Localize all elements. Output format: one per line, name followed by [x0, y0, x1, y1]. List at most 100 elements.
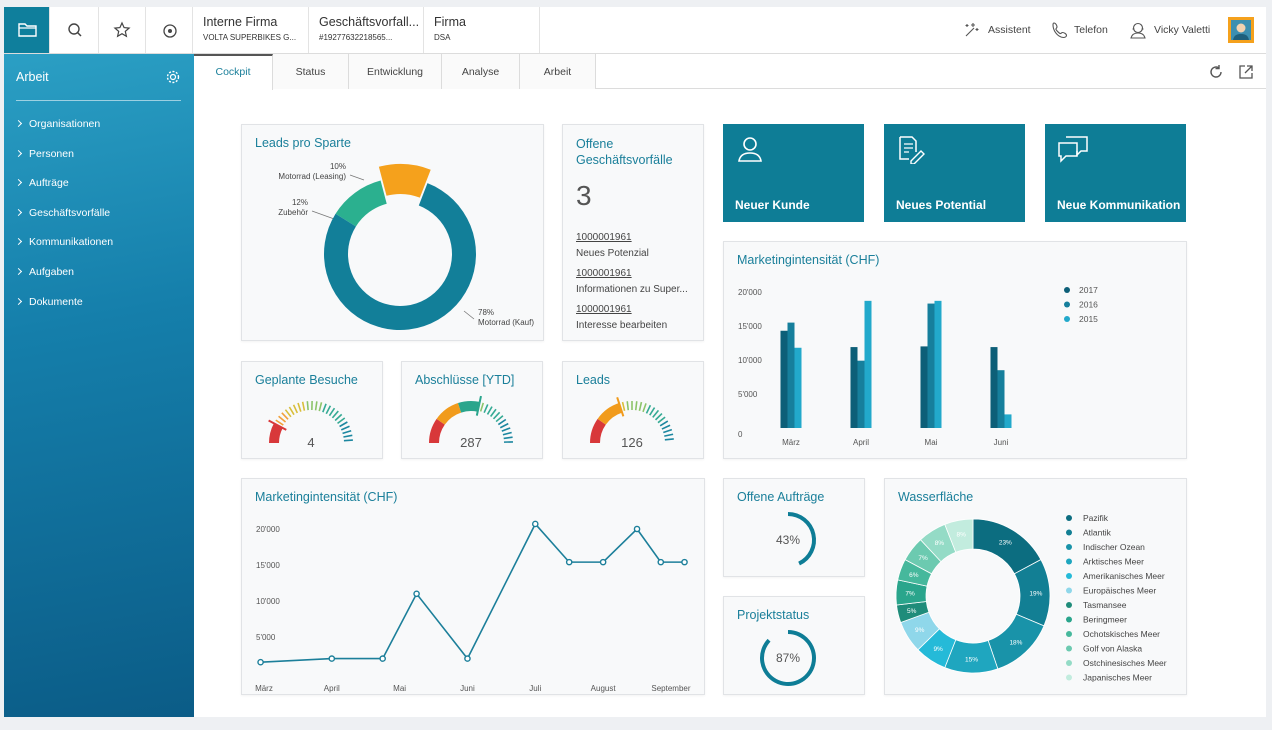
segment-value: 9% — [933, 646, 943, 653]
avatar-image — [1231, 20, 1251, 40]
action-tile[interactable]: Neue Kommunikation — [1045, 124, 1186, 222]
gauge-needle — [268, 419, 287, 431]
gauge-tick — [325, 405, 332, 415]
person-icon — [738, 137, 762, 162]
chevron — [14, 149, 23, 157]
progress-ring: 43% — [776, 512, 816, 566]
sidebar-item[interactable]: Dokumente — [14, 295, 83, 308]
tab[interactable]: Status — [273, 54, 349, 89]
app: Interne Firma VOLTA SUPERBIKES G... Geschä… — [4, 7, 1266, 717]
bar — [990, 347, 998, 428]
donut-segment — [335, 180, 387, 227]
gauge-tick — [483, 404, 489, 414]
point — [599, 558, 607, 566]
donut-segment — [944, 518, 974, 553]
bar — [794, 347, 802, 428]
card-title: Leads — [576, 373, 611, 387]
gauge-tick — [502, 431, 512, 436]
gauge-band — [429, 418, 445, 444]
x-tick-label: April — [853, 438, 869, 447]
refresh-icon[interactable] — [1206, 62, 1226, 82]
case-id[interactable]: 1000001961 — [576, 304, 632, 315]
gauge-tick — [663, 428, 673, 434]
legend-label: 2016 — [1079, 300, 1098, 310]
tab[interactable]: Cockpit — [194, 54, 273, 90]
gauge-tick — [318, 402, 323, 412]
gauge: 126 — [590, 397, 674, 450]
sidebar-item[interactable]: Kommunikationen — [14, 236, 113, 248]
gauge-tick — [634, 401, 638, 411]
gauge-tick — [654, 412, 663, 421]
legend-swatch — [1066, 645, 1072, 652]
action-label: Neues Potential — [896, 198, 987, 212]
segment-value: 10% — [330, 162, 346, 171]
document-icon — [899, 136, 925, 164]
legend-label: 2017 — [1079, 285, 1098, 295]
y-tick-label: 5'000 — [256, 633, 276, 642]
case-id[interactable]: 1000001961 — [576, 232, 632, 243]
sidebar-item[interactable]: Organisationen — [14, 118, 101, 130]
segment-value: 5% — [907, 608, 917, 615]
sidebar-item[interactable]: Geschäftsvorfälle — [14, 207, 110, 219]
sidebar-item-label: Dokumente — [29, 295, 83, 308]
target-icon — [163, 24, 177, 38]
case-label: Interesse bearbeiten — [576, 320, 668, 331]
user-action[interactable]: Vicky Valetti — [1154, 24, 1211, 36]
gauge-tick — [342, 429, 352, 435]
legend-label: Pazifik — [1083, 513, 1109, 523]
legend-swatch — [1066, 602, 1072, 608]
legend-swatch — [1066, 631, 1072, 637]
bar-chart-card: 0 5'000 10'000 15'000 20'000 März April Mai Juni… — [723, 241, 1187, 459]
legend-swatch — [1066, 616, 1072, 623]
sidebar-item[interactable]: Aufgaben — [14, 266, 74, 278]
gauge-tick — [288, 406, 295, 416]
legend-swatch — [1064, 301, 1070, 308]
gauge-tick — [334, 413, 343, 422]
y-tick-label: 20'000 — [256, 525, 280, 534]
assistant-action[interactable]: Assistent — [988, 24, 1031, 36]
line-chart: 5'000 10'000 15'000 20'000 März April Mai Juni J… — [255, 520, 691, 693]
y-tick-label: 10'000 — [256, 597, 280, 606]
card-title: Leads pro Sparte — [255, 136, 351, 150]
open-cases-card: Offene Geschäftsvorfälle 3 1000001961 Neu… — [562, 124, 704, 341]
sidebar-item[interactable]: Aufträge — [14, 177, 69, 189]
tab[interactable]: Entwicklung — [349, 54, 442, 89]
tab[interactable]: Analyse — [442, 54, 520, 89]
phone-action[interactable]: Telefon — [1074, 24, 1108, 36]
case-id[interactable]: 1000001961 — [576, 268, 632, 279]
point — [531, 520, 539, 528]
leader-line — [463, 310, 475, 320]
action-tile[interactable]: Neues Potential — [884, 124, 1025, 222]
search-button[interactable] — [50, 7, 99, 53]
settings-icon[interactable] — [165, 69, 181, 85]
gauge-band — [436, 403, 462, 425]
avatar[interactable] — [1228, 17, 1254, 43]
action-tile[interactable]: Neuer Kunde — [723, 124, 864, 222]
bar — [927, 303, 935, 428]
donut-card: 23% Pazifik 19% Atlantik 18% Indischer Ozean 1… — [884, 478, 1187, 695]
toolbar-tab[interactable]: Geschäftsvorfall... #19277632218565... — [309, 7, 424, 53]
export-icon[interactable] — [1236, 62, 1256, 82]
folder-button[interactable] — [4, 7, 50, 53]
case-label: Informationen zu Super... — [576, 284, 688, 295]
gauge-tick — [497, 418, 507, 426]
legend-label: Tasmansee — [1083, 600, 1127, 610]
target-button[interactable] — [146, 7, 193, 53]
x-tick-label: Juni — [994, 438, 1009, 447]
sidebar-item-label: Organisationen — [29, 118, 101, 130]
tab[interactable]: Arbeit — [520, 54, 596, 89]
legend-swatch — [1064, 316, 1070, 322]
legend-swatch — [1066, 573, 1072, 579]
toolbar-tab[interactable]: Interne Firma VOLTA SUPERBIKES G... — [193, 7, 309, 53]
sidebar-item[interactable]: Personen — [14, 148, 74, 160]
bar — [934, 300, 942, 428]
segment-value: 9% — [915, 627, 925, 634]
gauge-tick — [652, 409, 660, 418]
progress-card: 43% Offene Aufträge — [723, 478, 865, 577]
toolbar-tab[interactable]: Firma DSA — [424, 7, 540, 53]
favorites-button[interactable] — [99, 7, 146, 53]
legend-swatch — [1066, 558, 1072, 565]
legend-swatch — [1066, 674, 1072, 681]
legend-label: Europäisches Meer — [1083, 586, 1156, 596]
chevron — [14, 119, 23, 128]
